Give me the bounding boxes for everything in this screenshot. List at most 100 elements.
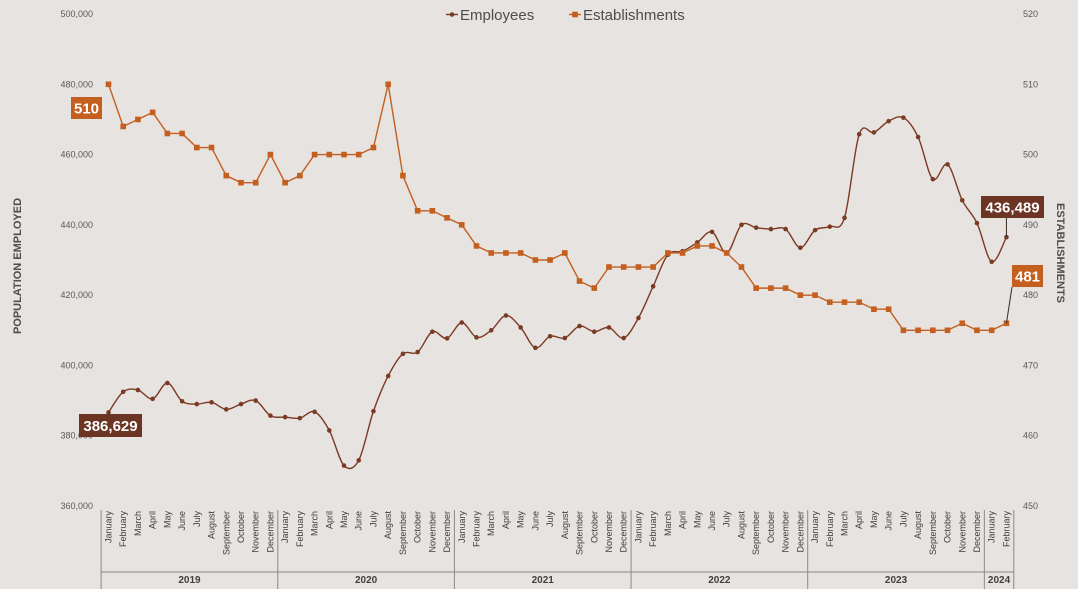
left-tick-label: 440,000 (60, 220, 93, 230)
establishments-point (164, 130, 171, 137)
employees-point (371, 408, 376, 414)
value-callouts: 510 386,629 436,489 481 (71, 97, 1044, 437)
employees-point (798, 245, 803, 250)
establishments-series (105, 81, 1010, 334)
establishments-point (194, 144, 200, 151)
employees-point (341, 463, 347, 468)
employees-point (430, 329, 435, 334)
employees-point (209, 400, 214, 405)
month-tick-label: March (663, 511, 673, 536)
establishments-point (841, 299, 848, 305)
establishments-point (797, 292, 804, 298)
callout-label: 481 (1015, 269, 1040, 286)
employees-point (223, 407, 229, 412)
callout-box (79, 414, 142, 437)
callout-employees-last: 436,489 (981, 196, 1044, 238)
establishments-point (179, 130, 185, 137)
employees-point (606, 325, 612, 330)
employees-point (533, 345, 538, 351)
employees-point (474, 335, 479, 340)
month-tick-label: July (368, 511, 378, 528)
year-label: 2020 (355, 575, 378, 586)
month-tick-label: September (751, 511, 761, 555)
legend-item-employees: Employees (446, 7, 534, 24)
month-tick-label: October (413, 511, 423, 543)
month-tick-label: August (207, 511, 217, 540)
establishments-point (208, 144, 215, 151)
left-axis-title: POPULATION EMPLOYED (12, 198, 24, 334)
callout-leader (1005, 286, 1013, 324)
right-tick-label: 490 (1023, 220, 1038, 230)
employees-point (282, 414, 288, 420)
month-tick-label: March (133, 511, 143, 536)
employees-point (312, 409, 317, 415)
month-tick-label: August (736, 511, 746, 540)
employees-point (768, 226, 774, 232)
establishments-point (723, 250, 730, 256)
right-axis-title: ESTABLISHMENTS (1054, 203, 1066, 303)
employees-point (930, 176, 936, 182)
establishments-point (988, 327, 995, 334)
employees-point (739, 222, 744, 228)
month-tick-label: February (295, 511, 305, 548)
employees-point (562, 335, 568, 341)
establishments-point (458, 222, 465, 228)
right-tick-label: 500 (1023, 150, 1038, 160)
month-tick-label: June (884, 511, 894, 531)
establishments-point (355, 151, 362, 158)
establishments-point (444, 215, 450, 221)
month-tick-label: January (104, 511, 114, 544)
establishments-point (856, 299, 863, 305)
establishments-point (547, 257, 553, 263)
establishments-point (915, 327, 921, 334)
establishments-point (930, 327, 936, 334)
establishments-point (282, 179, 288, 186)
employees-point (753, 225, 759, 230)
month-tick-label: May (339, 511, 349, 529)
month-tick-label: February (825, 511, 835, 548)
establishments-point (341, 151, 347, 158)
legend-label: Establishments (583, 7, 685, 24)
month-tick-label: June (354, 511, 364, 531)
employees-point (268, 413, 273, 418)
establishments-point (826, 299, 833, 305)
employees-point (400, 351, 406, 357)
legend-item-establishments: Establishments (569, 7, 685, 24)
month-tick-label: February (648, 511, 658, 548)
employees-point (356, 458, 362, 463)
month-tick-label: May (162, 511, 172, 529)
establishments-point (871, 306, 877, 312)
employees-point (120, 389, 126, 395)
establishments-point (311, 151, 318, 158)
establishments-point (944, 327, 951, 334)
month-tick-label: April (678, 511, 688, 529)
establishments-point (709, 243, 715, 249)
month-tick-label: September (575, 511, 585, 555)
employees-point (518, 325, 523, 330)
employees-point (842, 215, 847, 221)
establishments-point (812, 292, 818, 298)
month-tick-label: July (898, 511, 908, 528)
employees-point (871, 130, 877, 135)
employees-point (577, 323, 582, 329)
month-tick-label: July (192, 511, 202, 528)
right-tick-label: 470 (1023, 360, 1038, 370)
month-tick-label: June (530, 511, 540, 531)
right-tick-label: 480 (1023, 290, 1038, 300)
employees-point (945, 162, 950, 167)
month-tick-label: April (148, 511, 158, 529)
employees-point (238, 401, 244, 407)
employees-point (856, 131, 862, 137)
employees-point (812, 227, 818, 233)
callout-box (981, 196, 1044, 218)
right-y-axis: 450 460 470 480 490 500 510 520 (1023, 9, 1038, 511)
month-tick-label: November (604, 511, 614, 553)
year-label: 2022 (708, 575, 731, 586)
month-tick-label: May (516, 511, 526, 529)
establishments-point (768, 285, 774, 291)
left-tick-label: 400,000 (60, 360, 93, 370)
establishments-point (635, 264, 642, 270)
employees-series (106, 115, 1009, 470)
employees-point (650, 284, 656, 289)
month-tick-label: March (840, 511, 850, 536)
